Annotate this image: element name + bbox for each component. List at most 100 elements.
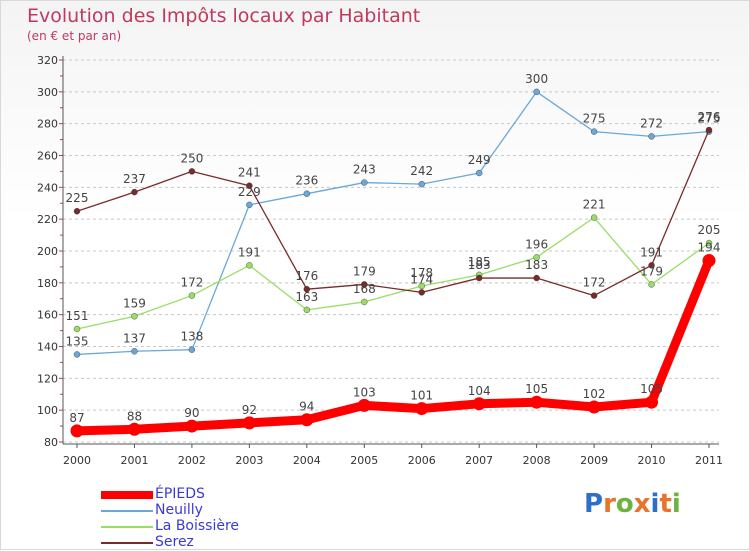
series-neuilly	[73, 88, 713, 358]
data-point	[242, 416, 256, 430]
data-point	[705, 126, 713, 134]
series-lines	[70, 88, 716, 438]
data-point	[70, 424, 84, 438]
data-label: 172	[583, 276, 606, 290]
data-labels: 87 88 90 92 94 103 101 104 105 102 105 194 135 137 138…	[66, 72, 721, 425]
logo-letter: P	[584, 489, 604, 519]
x-tick-label: 2011	[695, 454, 723, 467]
chart-title: Evolution des Impôts locaux par Habitant	[27, 5, 421, 27]
data-point	[73, 325, 81, 333]
data-point	[246, 262, 253, 269]
data-label: 243	[353, 163, 376, 177]
data-label: 275	[698, 112, 721, 126]
data-label: 221	[583, 198, 606, 212]
legend-label: ÉPIEDS	[155, 486, 205, 502]
data-label: 102	[583, 387, 606, 401]
y-tick-label: 100	[37, 404, 58, 417]
data-point	[127, 422, 141, 436]
data-label: 183	[468, 258, 491, 272]
data-point	[131, 313, 138, 320]
data-point	[533, 88, 540, 96]
legend-swatch	[101, 526, 153, 528]
data-label: 163	[295, 290, 318, 304]
x-tick-label: 2005	[350, 454, 378, 467]
x-tick-label: 2000	[63, 454, 91, 467]
data-label: 105	[640, 382, 663, 396]
legend-item: ÉPIEDS	[101, 486, 301, 503]
y-tick-label: 200	[37, 245, 58, 258]
y-tick-label: 280	[37, 118, 58, 131]
data-label: 87	[69, 411, 84, 425]
legend-item: Serez	[101, 534, 301, 551]
data-point	[361, 179, 368, 186]
data-point	[418, 180, 425, 188]
data-point	[361, 298, 368, 306]
data-label: 237	[123, 172, 146, 186]
data-label: 135	[66, 334, 89, 348]
data-point	[300, 413, 314, 427]
data-point	[415, 402, 429, 416]
data-point	[533, 254, 540, 261]
legend-item: Neuilly	[101, 502, 301, 519]
y-tick-label: 220	[37, 213, 58, 226]
data-point	[533, 274, 540, 282]
x-tick-label: 2008	[523, 454, 551, 467]
legend-label: Neuilly	[155, 502, 203, 518]
series--pieds	[70, 254, 716, 438]
data-point	[472, 397, 486, 411]
data-label: 275	[583, 112, 606, 126]
data-label: 151	[66, 309, 89, 323]
x-tick-label: 2001	[120, 454, 148, 467]
data-point	[418, 282, 425, 290]
data-point	[587, 400, 601, 414]
data-label: 249	[468, 153, 491, 167]
logo-letter: t	[659, 489, 672, 519]
legend-item: La Boissière	[101, 518, 301, 535]
data-point	[73, 208, 81, 215]
data-label: 241	[238, 166, 261, 180]
legend-label: Serez	[155, 534, 194, 550]
logo-letter: i	[650, 489, 660, 519]
data-label: 178	[410, 266, 433, 280]
data-label: 242	[410, 164, 433, 178]
series-line	[76, 91, 710, 356]
data-label: 172	[180, 276, 203, 290]
axes: 80 100 120 140 160 180 200 220 240 260 280 300 320 20…	[37, 54, 723, 467]
y-tick-label: 300	[37, 86, 58, 99]
x-tick-label: 2006	[408, 454, 436, 467]
data-point	[648, 133, 655, 140]
data-label: 250	[180, 151, 203, 165]
logo-letter: i	[671, 489, 681, 519]
legend: ÉPIEDS Neuilly La Boissière Serez	[101, 486, 301, 551]
data-point	[418, 289, 425, 296]
data-label: 88	[127, 409, 142, 423]
data-label: 159	[123, 296, 146, 310]
data-label: 179	[640, 264, 663, 278]
data-label: 90	[184, 406, 199, 420]
data-point	[590, 128, 598, 135]
data-point	[475, 169, 483, 177]
data-point	[188, 292, 196, 299]
data-label: 191	[238, 245, 261, 259]
data-point	[303, 306, 311, 314]
data-point	[188, 168, 196, 175]
y-tick-label: 160	[37, 309, 58, 322]
legend-swatch	[101, 491, 153, 499]
y-tick-label: 120	[37, 372, 58, 385]
proxiti-logo: Proxiti	[584, 489, 681, 519]
data-label: 236	[295, 174, 318, 188]
y-tick-label: 320	[37, 54, 58, 67]
data-label: 276	[698, 110, 721, 124]
data-point	[73, 351, 81, 358]
data-label: 205	[698, 223, 721, 237]
data-point	[246, 182, 253, 189]
series-line	[72, 256, 714, 436]
data-label: 300	[525, 72, 548, 86]
y-tick-label: 240	[37, 181, 58, 194]
data-label: 176	[295, 269, 318, 283]
data-label: 168	[353, 282, 376, 296]
legend-label: La Boissière	[155, 518, 240, 534]
data-label: 191	[640, 245, 663, 259]
data-point	[131, 348, 138, 355]
